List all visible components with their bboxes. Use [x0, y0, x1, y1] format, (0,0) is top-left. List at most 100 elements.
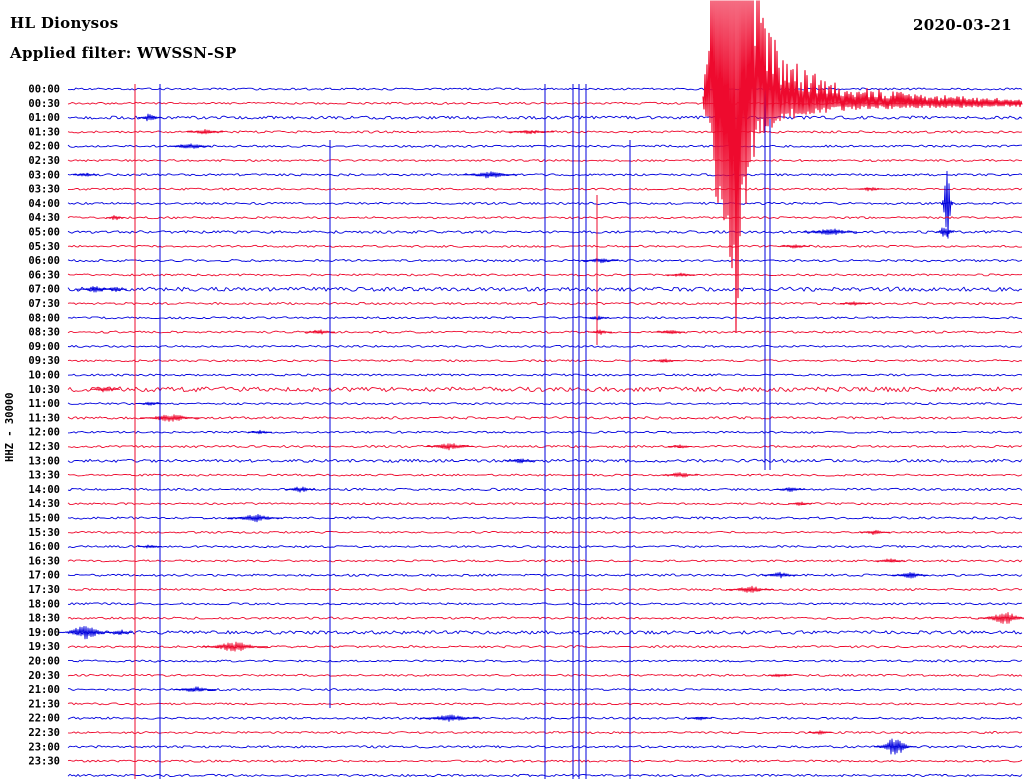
time-label: 02:00 [28, 141, 60, 153]
seismic-blip [138, 544, 162, 549]
time-label: 08:30 [28, 327, 60, 339]
trace-row: 10:30 [28, 384, 1023, 396]
trace-row: 11:30 [28, 412, 1023, 424]
seismic-blip [788, 501, 812, 506]
time-label: 19:00 [28, 627, 60, 639]
trace-row: 09:00 [28, 341, 1023, 353]
time-label: 05:00 [28, 227, 60, 239]
trace-row: 11:00 [28, 398, 1023, 410]
time-label: 09:00 [28, 341, 60, 353]
filter-label: Applied filter: WWSSN-SP [10, 44, 237, 62]
time-label: 01:00 [28, 112, 60, 124]
trace-row: 08:00 [28, 312, 1023, 324]
trace-row: 03:00 [28, 169, 1023, 181]
seismic-blip [90, 387, 120, 393]
trace-row: 14:00 [28, 484, 1023, 496]
seismic-blip [463, 171, 517, 179]
time-label: 22:30 [28, 727, 60, 739]
seismic-blip [103, 286, 127, 293]
earthquake-event-trace [702, 0, 1023, 333]
trace-row: 08:30 [28, 327, 1023, 339]
time-label: 04:30 [28, 212, 60, 224]
trace-row: 13:30 [28, 470, 1023, 482]
time-label: 22:00 [28, 713, 60, 725]
seismic-blip [860, 529, 890, 536]
time-label: 14:00 [28, 484, 60, 496]
trace-row: 22:00 [28, 713, 1023, 725]
time-label: 08:00 [28, 312, 60, 324]
time-label: 03:00 [28, 169, 60, 181]
seismic-blip [655, 329, 685, 335]
trace-row: 14:30 [28, 498, 1022, 510]
time-label: 02:30 [28, 155, 60, 167]
seismic-blip [803, 228, 857, 236]
trace-row: 23:00 [28, 738, 1023, 755]
trace-row: 22:30 [28, 727, 1023, 739]
trace-row: 09:30 [28, 355, 1023, 367]
trace-row: 12:30 [28, 441, 1023, 453]
seismic-blip [855, 187, 885, 192]
seismic-blip [875, 558, 905, 563]
seismic-blip [762, 571, 798, 579]
trace-row: 02:30 [28, 155, 1023, 167]
trace-row: 16:00 [28, 541, 1023, 553]
time-label: 12:00 [28, 427, 60, 439]
time-label: 17:30 [28, 584, 60, 596]
seismic-blip [107, 629, 132, 636]
seismic-blip [808, 730, 832, 735]
seismic-blip [582, 258, 618, 264]
time-label: 23:00 [28, 741, 60, 753]
seismic-blip [187, 128, 223, 135]
time-label: 20:00 [28, 656, 60, 668]
trace-row: 15:30 [28, 527, 1023, 539]
time-label: 15:30 [28, 527, 60, 539]
trace-row: 19:30 [28, 641, 1023, 653]
time-label: 16:30 [28, 555, 60, 567]
time-label: 16:00 [28, 541, 60, 553]
trace-row: 12:00 [28, 427, 1023, 439]
seismic-blip [892, 572, 928, 579]
seismic-blip [662, 472, 698, 478]
trace-row: 07:00 [28, 284, 1023, 296]
time-label: 03:30 [28, 184, 60, 196]
time-label: 21:00 [28, 684, 60, 696]
time-label: 07:00 [28, 284, 60, 296]
seismic-blip [228, 513, 283, 523]
seismic-blip [768, 673, 792, 678]
trace-row: 03:30 [28, 184, 1023, 196]
seismic-blip [174, 686, 216, 692]
seismic-blip [139, 414, 200, 422]
trace-row: 17:30 [28, 584, 1023, 596]
seismic-blip [426, 443, 474, 451]
seismic-blip [780, 244, 810, 249]
time-label: 18:30 [28, 613, 60, 625]
trace-row: 19:00 [28, 625, 1023, 640]
seismic-blip [665, 272, 695, 277]
time-label: 07:30 [28, 298, 60, 310]
trace-row: 05:30 [28, 241, 1023, 253]
trace-row: 02:00 [28, 141, 1022, 153]
trace-row: 06:00 [28, 255, 1023, 267]
time-label: 13:30 [28, 470, 60, 482]
seismic-blip [935, 227, 955, 237]
time-label: 21:30 [28, 698, 60, 710]
seismic-blip [668, 444, 692, 449]
time-label: 09:30 [28, 355, 60, 367]
trace-row: 23:30 [28, 756, 1023, 768]
seismic-blip [138, 401, 162, 406]
time-label: 23:30 [28, 756, 60, 768]
channel-scale-label: HHZ - 30000 [4, 392, 16, 462]
time-label: 00:00 [28, 84, 60, 96]
seismic-blip [73, 172, 97, 177]
time-label: 04:00 [28, 198, 60, 210]
trace-row: 18:30 [28, 612, 1024, 625]
trace-row: 20:30 [28, 670, 1023, 682]
time-label: 00:30 [28, 98, 60, 110]
trace-row: 18:00 [28, 598, 1023, 610]
station-title: HL Dionysos [10, 14, 119, 32]
time-label: 19:30 [28, 641, 60, 653]
time-label: 15:00 [28, 513, 60, 525]
seismic-blip [201, 641, 269, 652]
seismic-blip [588, 329, 612, 335]
